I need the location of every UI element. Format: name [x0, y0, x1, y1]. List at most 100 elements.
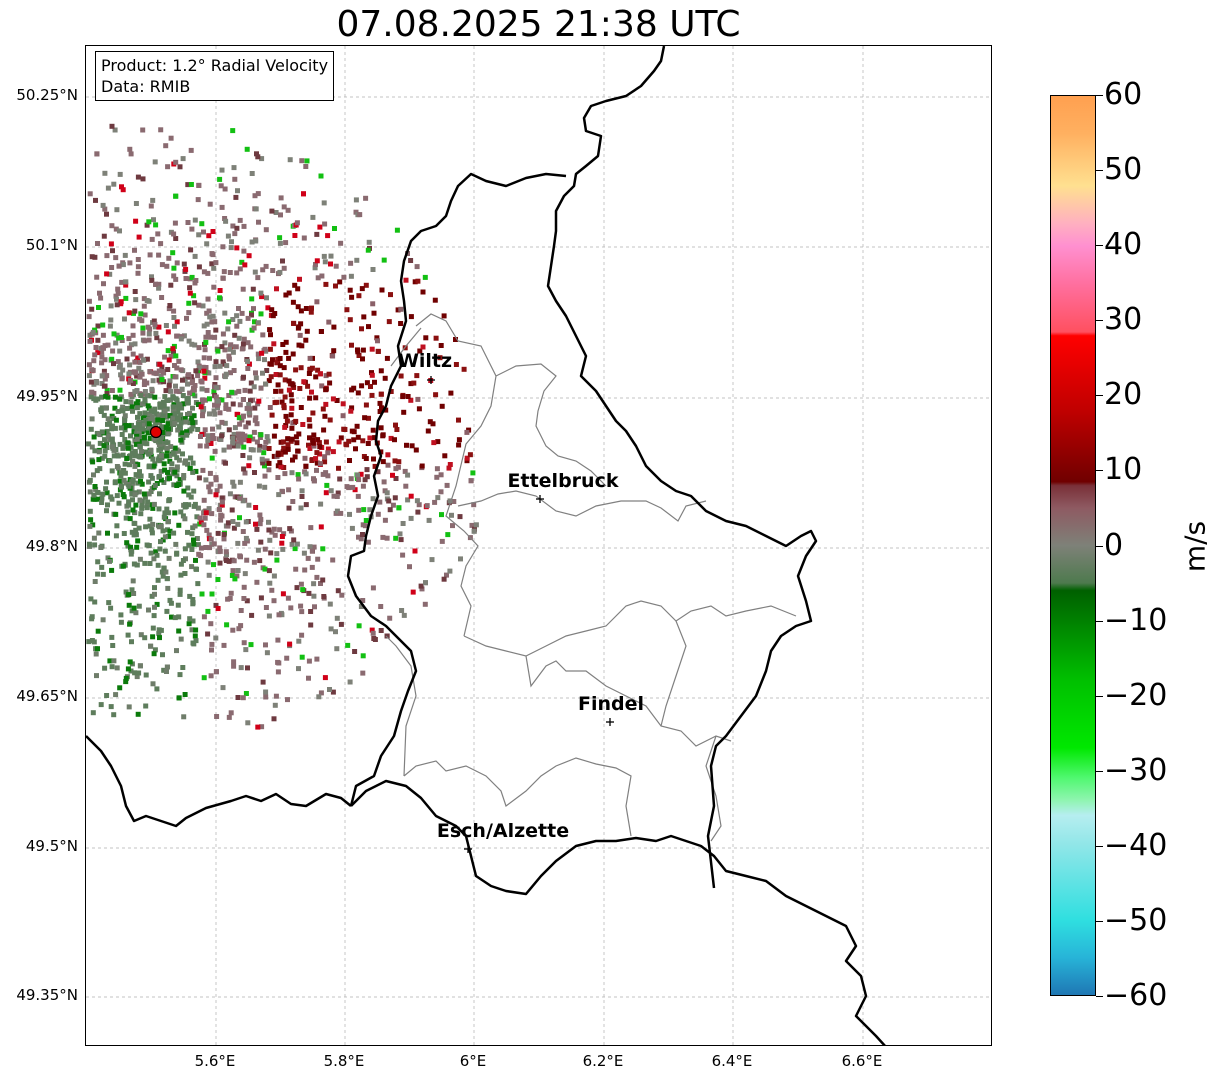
radar-echo-pixel: [122, 437, 128, 442]
radar-echo-pixel: [190, 377, 195, 383]
radar-echo-pixel: [246, 409, 252, 415]
radar-echo-pixel: [231, 525, 237, 531]
radar-echo-pixel: [195, 505, 201, 511]
radar-echo-pixel: [182, 516, 188, 522]
radar-echo-pixel: [263, 227, 269, 233]
radar-echo-pixel: [448, 390, 454, 396]
radar-echo-pixel: [189, 627, 195, 633]
radar-echo-pixel: [240, 413, 246, 419]
radar-echo-pixel: [163, 569, 169, 575]
radar-echo-pixel: [259, 456, 265, 462]
radar-echo-pixel: [142, 635, 148, 641]
radar-echo-pixel: [237, 479, 243, 485]
radar-echo-pixel: [273, 210, 279, 215]
radar-map[interactable]: [85, 45, 992, 1046]
radar-echo-pixel: [230, 435, 236, 441]
radar-echo-pixel: [92, 254, 98, 260]
radar-echo-pixel: [137, 443, 143, 449]
radar-echo-pixel: [256, 398, 262, 404]
radar-echo-pixel: [167, 413, 173, 419]
radar-echo-pixel: [383, 407, 389, 413]
radar-echo-pixel: [347, 317, 353, 323]
radar-echo-pixel: [178, 412, 184, 418]
radar-echo-pixel: [171, 482, 177, 488]
radar-echo-pixel: [126, 336, 132, 342]
radar-echo-pixel: [408, 515, 414, 521]
radar-echo-pixel: [163, 439, 169, 445]
radar-echo-pixel: [248, 380, 254, 386]
radar-site-marker[interactable]: [149, 425, 163, 439]
radar-echo-pixel: [309, 564, 315, 570]
radar-echo-pixel: [244, 538, 250, 544]
radar-echo-pixel: [206, 532, 212, 538]
radar-echo-pixel: [133, 401, 139, 407]
radar-echo-pixel: [201, 406, 206, 412]
radar-echo-pixel: [201, 323, 207, 329]
radar-echo-pixel: [174, 648, 179, 654]
radar-echo-pixel: [222, 347, 228, 353]
radar-echo-pixel: [323, 439, 329, 445]
radar-echo-pixel: [289, 381, 295, 387]
radar-echo-pixel: [236, 335, 242, 341]
radar-echo-pixel: [102, 448, 108, 454]
radar-echo-pixel: [186, 621, 192, 627]
radar-echo-pixel: [128, 151, 134, 157]
colorbar-tick-label: 40: [1104, 227, 1143, 263]
radar-echo-pixel: [201, 614, 207, 620]
radar-echo-pixel: [282, 471, 288, 477]
radar-echo-pixel: [384, 490, 390, 496]
radar-echo-pixel: [224, 558, 229, 563]
radar-echo-pixel: [200, 413, 205, 419]
radar-echo-pixel: [150, 456, 156, 462]
radar-echo-pixel: [135, 355, 141, 361]
radar-echo-pixel: [248, 344, 254, 350]
radar-echo-pixel: [140, 420, 146, 426]
radar-echo-pixel: [321, 427, 327, 433]
radar-echo-pixel: [257, 443, 263, 449]
radar-echo-pixel: [93, 651, 99, 657]
radar-echo-pixel: [122, 416, 128, 422]
radar-echo-pixel: [356, 477, 362, 483]
radar-echo-pixel: [268, 374, 274, 380]
radar-echo-pixel: [159, 424, 165, 430]
radar-echo-pixel: [334, 508, 340, 514]
radar-echo-pixel: [183, 458, 188, 464]
radar-echo-pixel: [322, 675, 328, 681]
radar-echo-pixel: [89, 614, 95, 620]
radar-echo-pixel: [232, 176, 238, 182]
radar-echo-pixel: [267, 346, 273, 352]
radar-echo-pixel: [328, 253, 334, 259]
radar-echo-pixel: [113, 226, 119, 232]
map-canvas[interactable]: [86, 46, 992, 1046]
radar-echo-pixel: [146, 331, 152, 337]
radar-echo-pixel: [120, 367, 126, 373]
district-border-central: [457, 490, 707, 522]
radar-echo-pixel: [298, 365, 304, 371]
radar-echo-pixel: [469, 522, 475, 528]
radar-echo-pixel: [377, 400, 383, 406]
radar-echo-pixel: [300, 587, 306, 593]
radar-echo-pixel: [154, 686, 160, 692]
radar-echo-pixel: [114, 302, 120, 308]
radar-echo-pixel: [315, 367, 321, 373]
radar-echo-pixel: [209, 641, 215, 647]
radar-echo-pixel: [245, 366, 251, 371]
radar-echo-pixel: [148, 203, 154, 209]
radar-echo-pixel: [190, 600, 196, 606]
radar-echo-pixel: [153, 330, 159, 336]
radar-echo-pixel: [109, 567, 115, 573]
radar-echo-pixel: [379, 287, 385, 293]
radar-echo-pixel: [285, 207, 291, 213]
radar-echo-pixel: [206, 433, 211, 439]
radar-echo-pixel: [306, 675, 311, 681]
radar-echo-pixel: [178, 572, 184, 578]
radar-echo-pixel: [326, 319, 332, 325]
radar-echo-pixel: [112, 127, 118, 133]
radar-echo-pixel: [142, 378, 147, 384]
radar-echo-pixel: [209, 591, 215, 597]
radar-echo-pixel: [101, 368, 107, 374]
radar-echo-pixel: [130, 497, 135, 503]
radar-echo-pixel: [167, 303, 173, 308]
radar-echo-pixel: [168, 388, 174, 394]
radar-echo-pixel: [110, 643, 116, 648]
